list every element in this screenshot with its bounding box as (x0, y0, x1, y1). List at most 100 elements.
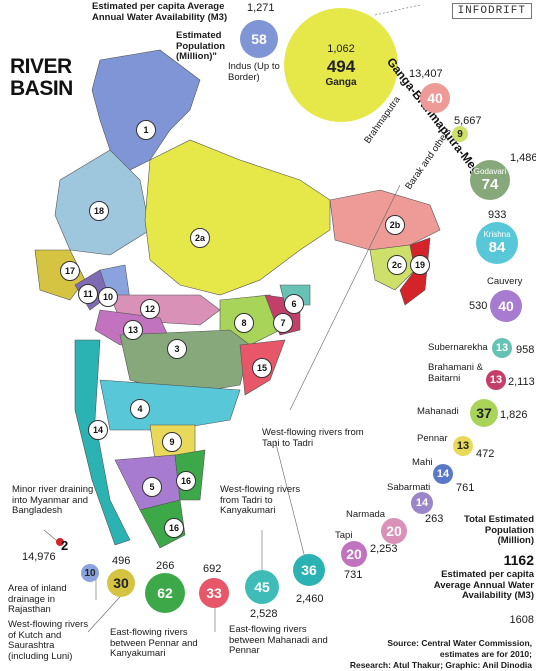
bubble-godavari: Godavari 74 (470, 160, 510, 200)
krishna-name: Krishna (483, 230, 511, 239)
map-label: 2a (190, 228, 210, 248)
bubble-tapi: 20 (341, 541, 367, 567)
label-west-tadri-kanyakumari: West-flowing rivers from Tadri to Kanyak… (220, 484, 301, 516)
west-tadri-kanyakumari-percap: 2,528 (250, 608, 278, 620)
bubble-indus: 58 (240, 20, 278, 58)
label-east-mahanadi-pennar: East-flowing rivers between Mahanadi and… (229, 624, 328, 656)
leader-line (274, 439, 309, 571)
label-west-tapi-tadri: West-flowing rivers from Tapi to Tadri (262, 427, 364, 449)
indus-percap: 1,271 (247, 2, 275, 14)
total-population-label: Total Estimated Population (Million) (463, 514, 534, 546)
map-label: 8 (234, 313, 254, 333)
total-percap-value: 1608 (509, 614, 534, 626)
ganga-pop: 494 (326, 56, 356, 76)
east-pennar-kanyakumari-percap: 266 (156, 560, 175, 572)
narmada-percap: 2,253 (370, 543, 398, 555)
mahi-percap: 761 (456, 482, 475, 494)
source-note: Source: Central Water Commission, estima… (387, 638, 532, 659)
map-label: 16 (176, 471, 196, 491)
page-title: RIVER BASIN (10, 56, 73, 100)
basin-14-region (74, 339, 131, 546)
bubble-krishna: Krishna 84 (476, 222, 518, 264)
map-label: 5 (142, 477, 162, 497)
bubble-brahamani: 13 (486, 370, 506, 390)
map-label: 4 (130, 399, 150, 419)
map-label: 15 (252, 358, 272, 378)
title-line1: RIVER (10, 55, 72, 78)
map-label: 6 (284, 294, 304, 314)
bubble-west-tapi-tadri: 36 (293, 554, 325, 586)
east-mahanadi-pennar-percap: 692 (203, 563, 222, 575)
minor-river-pop: 2 (61, 538, 69, 553)
label-mahanadi: Mahanadi (417, 406, 459, 417)
bubble-west-tadri-kanyakumari: 45 (245, 570, 279, 604)
map-label: 12 (140, 299, 160, 319)
subernarekha-percap: 958 (516, 344, 535, 356)
cauvery-percap: 530 (469, 300, 488, 312)
bubble-ganga: 1,062 494 Ganga (284, 8, 398, 122)
map-label: 14 (88, 420, 108, 440)
bubble-pennar: 13 (453, 436, 473, 456)
brahmaputra-percap: 13,407 (409, 68, 443, 80)
bubble-kutch: 30 (107, 569, 135, 597)
bubble-mahanadi: 37 (470, 399, 498, 427)
label-brahamani: Brahamani & Baitarni (428, 362, 483, 384)
bubble-minor-river (56, 538, 64, 546)
map-label: 10 (98, 287, 118, 307)
brahamani-percap: 2,113 (508, 376, 535, 388)
label-inland-rajasthan: Area of inland drainage in Rajasthan (8, 583, 67, 615)
bubble-inland-rajasthan: 10 (81, 564, 99, 582)
label-indus: Indus (Up to Border) (228, 61, 280, 83)
map-label: 19 (410, 255, 430, 275)
bubble-east-mahanadi-pennar: 33 (199, 578, 229, 608)
pennar-percap: 472 (476, 448, 495, 460)
basin-3-region (119, 329, 251, 396)
total-percap-label: Estimated per capita Average Annual Wate… (433, 569, 534, 601)
label-mahi: Mahi (412, 457, 433, 468)
bubble-mahi: 14 (433, 464, 453, 484)
ganga-percap: 1,062 (327, 42, 355, 55)
ganga-name: Ganga (325, 76, 357, 88)
map-label: 1 (136, 120, 156, 140)
map-label: 16 (164, 518, 184, 538)
label-narmada: Narmada (346, 509, 386, 520)
basin-ganga-region (144, 139, 331, 296)
label-kutch: West-flowing rivers of Kutch and Saurash… (8, 619, 89, 662)
west-tapi-tadri-percap: 2,460 (296, 593, 324, 605)
title-line2: BASIN (10, 77, 73, 100)
leader-line (374, 4, 421, 16)
godavari-name: Godavari (473, 167, 507, 176)
map-label: 3 (167, 339, 187, 359)
credits-note: Research: Atul Thakur; Graphic: Anil Din… (349, 660, 532, 670)
map-label: 9 (162, 432, 182, 452)
barak-percap: 5,667 (454, 115, 482, 127)
total-population-value: 1162 (503, 552, 534, 568)
godavari-pop: 74 (481, 176, 499, 193)
legend-percap-label: Estimated per capita Average Annual Wate… (92, 1, 228, 23)
brand-logo: INFODRIFT (451, 3, 532, 19)
tapi-percap: 731 (344, 569, 363, 581)
godavari-percap: 1,486 (510, 152, 536, 164)
label-east-pennar-kanyakumari: East-flowing rivers between Pennar and K… (110, 627, 198, 659)
map-label: 2b (385, 215, 405, 235)
leader-line (289, 184, 401, 411)
krishna-pop: 84 (488, 239, 506, 256)
label-cauvery: Cauvery (487, 276, 523, 287)
label-pennar: Pennar (417, 433, 448, 444)
map-label: 11 (78, 284, 98, 304)
label-minor-river: Minor river draining into Myanmar and Ba… (12, 484, 94, 516)
map-label: 7 (273, 313, 293, 333)
bubble-narmada: 20 (381, 518, 407, 544)
bubble-brahmaputra: 40 (420, 83, 450, 113)
krishna-percap: 933 (488, 209, 507, 221)
map-label: 17 (60, 261, 80, 281)
map-label: 18 (89, 201, 109, 221)
minor-river-percap: 14,976 (22, 551, 56, 563)
legend-population-label: Estimated Population (Million)" (176, 30, 226, 62)
bubble-cauvery: 40 (490, 290, 522, 322)
bubble-barak: 9 (452, 126, 468, 142)
map-label: 13 (123, 320, 143, 340)
bubble-east-pennar-kanyakumari: 62 (145, 573, 185, 613)
bubble-subernarekha: 13 (492, 338, 512, 358)
label-subernarekha: Subernarekha (428, 342, 488, 353)
